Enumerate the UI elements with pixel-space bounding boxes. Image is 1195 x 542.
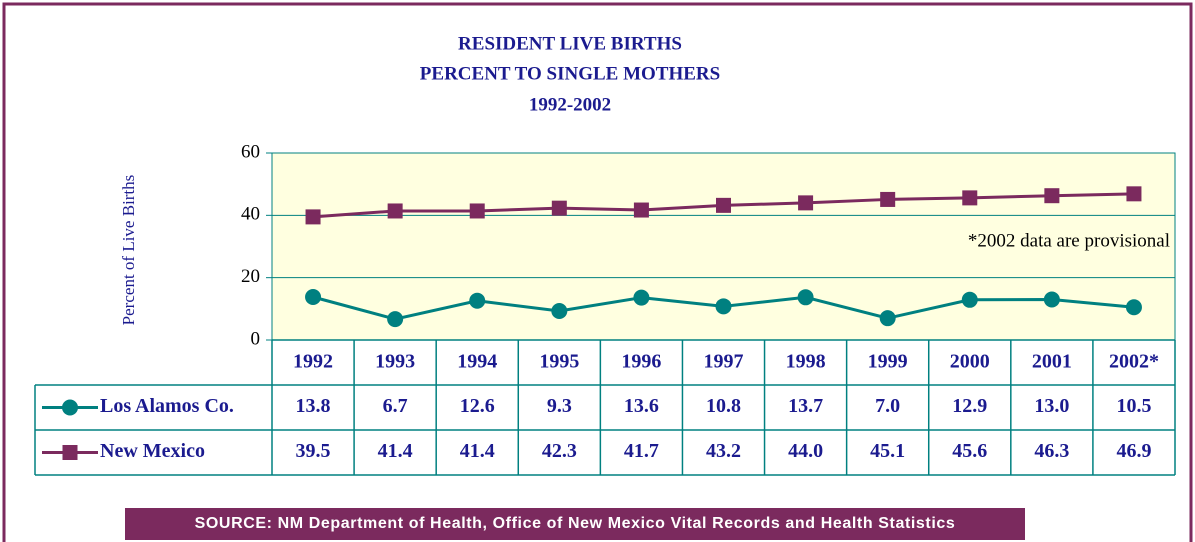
table-value: 9.3 bbox=[547, 395, 572, 417]
chart-title: PERCENT TO SINGLE MOTHERS bbox=[420, 63, 720, 84]
chart-title: 1992-2002 bbox=[529, 94, 611, 115]
table-value: 42.3 bbox=[542, 440, 577, 462]
table-value: 13.0 bbox=[1034, 395, 1069, 417]
marker bbox=[1125, 299, 1142, 316]
table-value: 41.4 bbox=[460, 440, 495, 462]
table-value: 39.5 bbox=[296, 440, 331, 462]
marker bbox=[1043, 291, 1060, 308]
marker bbox=[387, 311, 404, 328]
marker bbox=[551, 303, 568, 320]
table-value: 46.3 bbox=[1034, 440, 1069, 462]
marker bbox=[961, 291, 978, 308]
marker bbox=[62, 399, 78, 416]
marker bbox=[797, 289, 814, 306]
table-value: 7.0 bbox=[875, 395, 900, 417]
marker bbox=[551, 200, 567, 216]
table-value: 13.6 bbox=[624, 395, 659, 417]
marker bbox=[798, 195, 814, 211]
marker bbox=[305, 209, 321, 225]
marker bbox=[879, 310, 896, 327]
table-value: 43.2 bbox=[706, 440, 741, 462]
annotation: *2002 data are provisional bbox=[968, 230, 1170, 251]
table-value: 13.8 bbox=[296, 395, 331, 417]
y-tick-label: 0 bbox=[251, 328, 261, 349]
marker bbox=[962, 190, 978, 206]
marker bbox=[387, 203, 403, 219]
marker bbox=[716, 197, 731, 213]
y-tick-label: 20 bbox=[241, 266, 260, 287]
legend-label: New Mexico bbox=[100, 440, 205, 462]
marker bbox=[469, 292, 486, 309]
marker bbox=[633, 202, 649, 218]
marker bbox=[633, 289, 650, 306]
x-tick-label: 1999 bbox=[868, 351, 908, 373]
x-tick-label: 1998 bbox=[786, 351, 826, 373]
y-tick-label: 60 bbox=[241, 141, 260, 162]
table-value: 10.5 bbox=[1116, 395, 1151, 417]
legend-label: Los Alamos Co. bbox=[100, 395, 234, 417]
table-value: 44.0 bbox=[788, 440, 823, 462]
marker bbox=[1126, 186, 1142, 202]
x-tick-label: 1995 bbox=[539, 351, 579, 373]
marker bbox=[715, 298, 732, 315]
table-value: 46.9 bbox=[1116, 440, 1151, 462]
x-tick-label: 2000 bbox=[950, 351, 990, 373]
x-tick-label: 1996 bbox=[621, 351, 661, 373]
x-tick-label: 1992 bbox=[293, 351, 333, 373]
x-tick-label: 1997 bbox=[704, 351, 744, 373]
x-tick-label: 2001 bbox=[1032, 351, 1072, 373]
chart-title: RESIDENT LIVE BIRTHS bbox=[458, 33, 682, 54]
marker bbox=[1044, 188, 1060, 204]
marker bbox=[469, 203, 485, 219]
x-tick-label: 2002* bbox=[1109, 351, 1159, 373]
x-tick-label: 1993 bbox=[375, 351, 415, 373]
table-value: 6.7 bbox=[383, 395, 408, 417]
table-value: 45.1 bbox=[870, 440, 905, 462]
y-tick-label: 40 bbox=[241, 204, 260, 225]
source-box bbox=[125, 508, 1025, 540]
table-value: 12.9 bbox=[952, 395, 987, 417]
table-value: 10.8 bbox=[706, 395, 741, 417]
table-value: 13.7 bbox=[788, 395, 823, 417]
marker bbox=[880, 191, 896, 207]
table-value: 41.7 bbox=[624, 440, 659, 462]
table-value: 41.4 bbox=[378, 440, 413, 462]
source: SOURCE: NM Department of Health, Office … bbox=[195, 515, 956, 532]
table-value: 12.6 bbox=[460, 395, 495, 417]
marker bbox=[62, 445, 78, 460]
marker bbox=[305, 288, 322, 305]
table-value: 45.6 bbox=[952, 440, 987, 462]
y-axis-label: Percent of Live Births bbox=[119, 175, 138, 326]
x-tick-label: 1994 bbox=[457, 351, 497, 373]
